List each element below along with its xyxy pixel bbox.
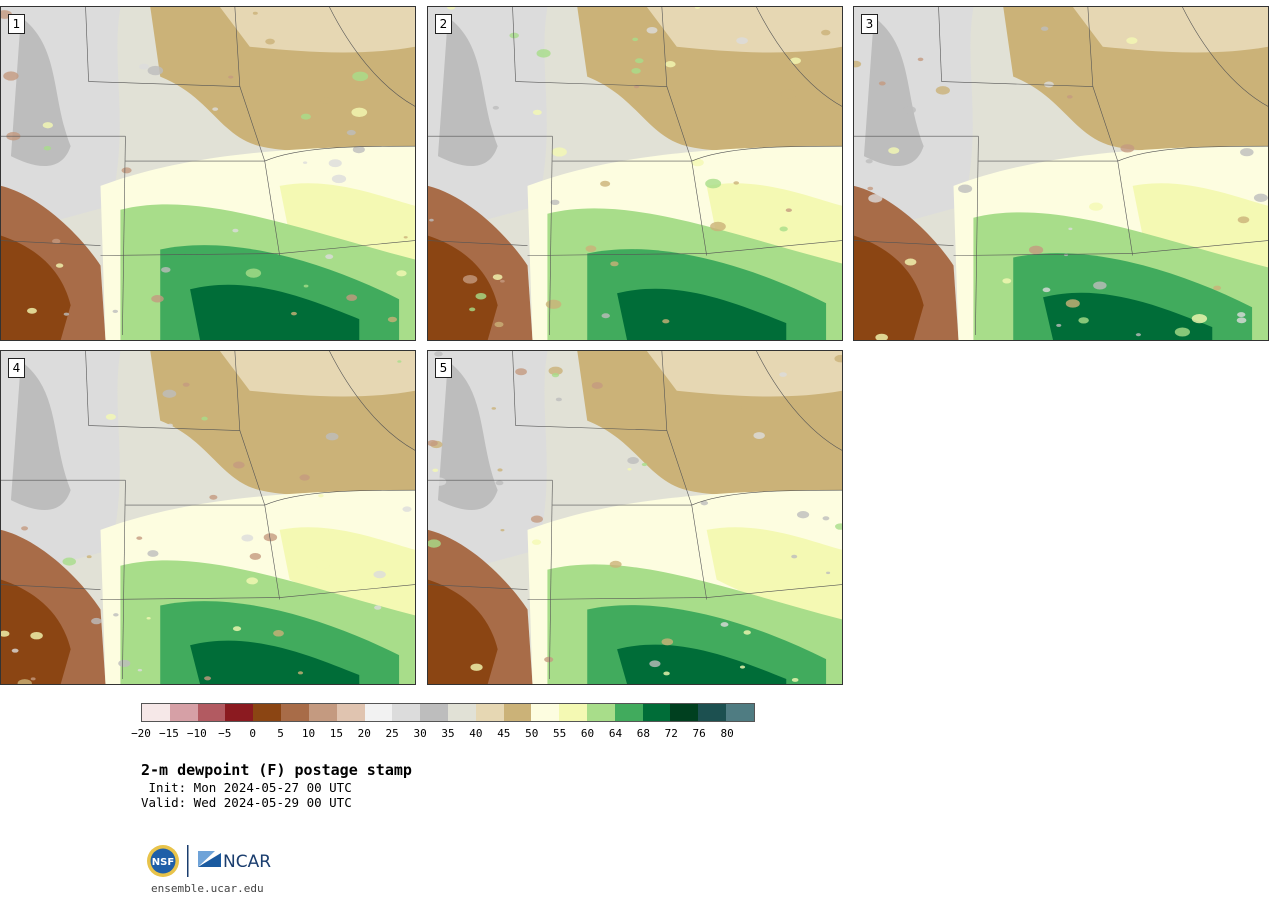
colorbar-swatch	[336, 704, 365, 721]
colorbar-swatch	[392, 704, 421, 721]
colorbar-swatch	[169, 704, 198, 721]
colorbar-tick-label: 25	[385, 727, 399, 740]
colorbar-tick-label: −15	[158, 727, 179, 740]
colorbar-swatch	[531, 704, 560, 721]
colorbar-swatch	[142, 704, 170, 721]
dewpoint-map-3	[854, 7, 1268, 340]
ensemble-member-panel-4: 4	[0, 350, 416, 685]
website-url: ensemble.ucar.edu	[151, 882, 264, 895]
ncar-logo-icon: NCAR	[198, 851, 271, 872]
panel-number-5: 5	[435, 358, 452, 378]
ensemble-member-panel-5: 5	[427, 350, 843, 685]
dewpoint-map-4	[1, 351, 415, 684]
colorbar-swatch	[698, 704, 727, 721]
nsf-logo-text: NSF	[152, 857, 174, 868]
colorbar-swatch	[420, 704, 448, 721]
colorbar-swatch	[364, 704, 393, 721]
colorbar-tick-labels: −20 −15 −10 −5 0 5 10 15 20 25 30 35 40 45 50 55 60 64 68 7…	[131, 727, 755, 741]
panel-number-3: 3	[861, 14, 878, 34]
colorbar-swatch	[225, 704, 254, 721]
colorbar-tick-label: 20	[357, 727, 371, 740]
colorbar-swatch	[503, 704, 532, 721]
colorbar-tick-label: 15	[329, 727, 343, 740]
colorbar-tick-label: 50	[525, 727, 539, 740]
colorbar-swatch	[726, 704, 754, 721]
panel-number-4: 4	[8, 358, 25, 378]
colorbar-tick-label: 35	[441, 727, 455, 740]
colorbar-tick-label: 5	[277, 727, 284, 740]
colorbar-swatch	[308, 704, 337, 721]
figure-title: 2-m dewpoint (F) postage stamp	[141, 761, 412, 779]
nsf-ncar-logo: NSF NCAR	[145, 843, 275, 879]
colorbar-swatch	[559, 704, 587, 721]
colorbar-tick-label: 30	[413, 727, 427, 740]
colorbar-tick-label: 60	[580, 727, 595, 740]
ncar-logo-text: NCAR	[223, 852, 271, 872]
colorbar-tick-label: −10	[186, 727, 207, 740]
colorbar-tick-label: 64	[608, 727, 623, 740]
colorbar-tick-label: 0	[249, 727, 256, 740]
colorbar-tick-label: 45	[497, 727, 511, 740]
dewpoint-colorbar	[141, 703, 755, 722]
colorbar-swatch	[587, 704, 615, 721]
colorbar-tick-label: −5	[218, 727, 232, 740]
dewpoint-map-5	[428, 351, 842, 684]
colorbar-tick-label: 10	[301, 727, 316, 740]
colorbar-tick-label: 72	[664, 727, 678, 740]
colorbar-tick-label: 68	[636, 727, 650, 740]
colorbar-swatch	[447, 704, 476, 721]
colorbar-tick-label: 40	[469, 727, 483, 740]
init-time: Init: Mon 2024-05-27 00 UTC	[141, 780, 352, 795]
colorbar-tick-label: 55	[553, 727, 567, 740]
dewpoint-map-2	[428, 7, 842, 340]
colorbar-swatch	[281, 704, 309, 721]
nsf-logo-icon: NSF	[147, 845, 179, 877]
colorbar-swatch	[670, 704, 699, 721]
ensemble-member-panel-3: 3	[853, 6, 1269, 341]
panel-number-1: 1	[8, 14, 25, 34]
colorbar-swatch	[642, 704, 671, 721]
colorbar-swatch	[614, 704, 643, 721]
colorbar-tick-label: 76	[692, 727, 706, 740]
dewpoint-map-1	[1, 7, 415, 340]
colorbar-swatch	[197, 704, 226, 721]
valid-time: Valid: Wed 2024-05-29 00 UTC	[141, 795, 352, 810]
panel-number-2: 2	[435, 14, 452, 34]
colorbar-swatch	[253, 704, 282, 721]
ensemble-member-panel-2: 2	[427, 6, 843, 341]
ensemble-member-panel-1: 1	[0, 6, 416, 341]
colorbar-tick-label: −20	[131, 727, 151, 740]
colorbar-tick-label: 80	[720, 727, 734, 740]
colorbar-swatch	[475, 704, 504, 721]
